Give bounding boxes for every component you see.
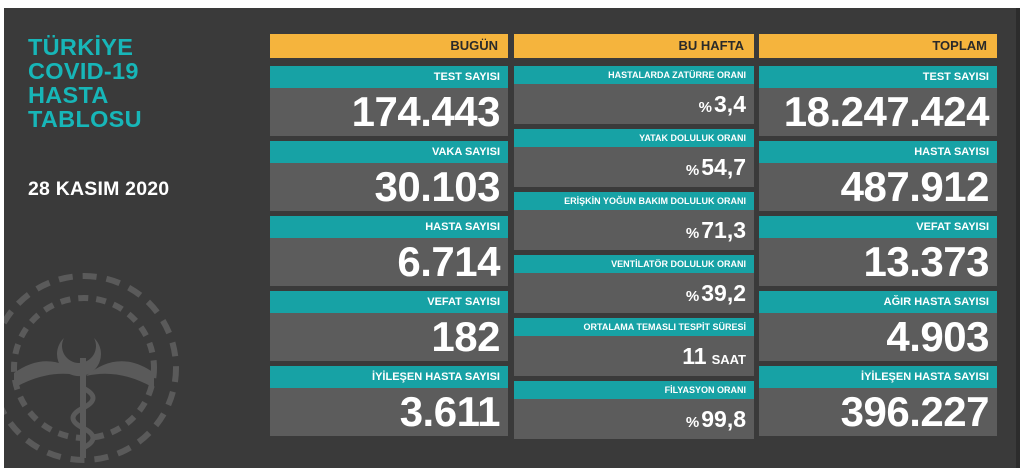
title-line-1: TÜRKİYE — [28, 34, 134, 60]
total-death-card: VEFAT SAYISI 13.373 — [759, 216, 997, 286]
card-label: ERİŞKİN YOĞUN BAKIM DOLULUK ORANI — [514, 192, 754, 210]
week-heading: BU HAFTA — [514, 34, 754, 58]
card-value: 396.227 — [759, 388, 997, 436]
today-case-card: VAKA SAYISI 30.103 — [270, 141, 508, 211]
title-line-3: HASTA — [28, 82, 109, 108]
card-label: FİLYASYON ORANI — [514, 381, 754, 399]
percent-sign: % — [685, 414, 700, 431]
card-label: ORTALAMA TEMASLI TESPİT SÜRESİ — [514, 318, 754, 336]
total-test-card: TEST SAYISI 18.247.424 — [759, 66, 997, 136]
card-label: TEST SAYISI — [270, 66, 508, 88]
week-contact-time-card: ORTALAMA TEMASLI TESPİT SÜRESİ 11 SAAT — [514, 318, 754, 376]
card-label: TEST SAYISI — [759, 66, 997, 88]
card-value: %99,8 — [514, 399, 754, 439]
dashboard-title: TÜRKİYE COVID-19 HASTA TABLOSU — [28, 35, 228, 131]
total-patient-card: HASTA SAYISI 487.912 — [759, 141, 997, 211]
card-label: VEFAT SAYISI — [759, 216, 997, 238]
card-label: HASTALARDA ZATÜRRE ORANI — [514, 66, 754, 84]
title-line-2: COVID-19 — [28, 58, 139, 84]
value-number: 11 — [682, 343, 707, 369]
total-severe-card: AĞIR HASTA SAYISI 4.903 — [759, 291, 997, 361]
card-value: %54,7 — [514, 147, 754, 187]
card-label: AĞIR HASTA SAYISI — [759, 291, 997, 313]
card-label: YATAK DOLULUK ORANI — [514, 129, 754, 147]
card-value: %71,3 — [514, 210, 754, 250]
card-label: İYİLEŞEN HASTA SAYISI — [270, 366, 508, 388]
percent-sign: % — [685, 288, 700, 305]
card-value: 487.912 — [759, 163, 997, 211]
percent-sign: % — [698, 99, 713, 116]
today-patient-card: HASTA SAYISI 6.714 — [270, 216, 508, 286]
card-label: HASTA SAYISI — [759, 141, 997, 163]
week-icu-card: ERİŞKİN YOĞUN BAKIM DOLULUK ORANI %71,3 — [514, 192, 754, 250]
card-label: VEFAT SAYISI — [270, 291, 508, 313]
card-value: 4.903 — [759, 313, 997, 361]
today-death-card: VEFAT SAYISI 182 — [270, 291, 508, 361]
value-number: 39,2 — [701, 280, 746, 306]
value-unit: SAAT — [711, 352, 746, 367]
week-column: BU HAFTA HASTALARDA ZATÜRRE ORANI %3,4 Y… — [514, 34, 754, 439]
value-number: 99,8 — [701, 406, 746, 432]
card-label: HASTA SAYISI — [270, 216, 508, 238]
total-heading: TOPLAM — [759, 34, 997, 58]
value-number: 3,4 — [714, 91, 746, 117]
card-value: %39,2 — [514, 273, 754, 313]
card-value: %3,4 — [514, 84, 754, 124]
card-value: 182 — [270, 313, 508, 361]
card-value: 3.611 — [270, 388, 508, 436]
card-value: 30.103 — [270, 163, 508, 211]
percent-sign: % — [685, 225, 700, 242]
card-value: 11 SAAT — [514, 336, 754, 376]
value-number: 71,3 — [701, 217, 746, 243]
report-date: 28 KASIM 2020 — [28, 178, 170, 200]
covid-table-panel: TÜRKİYE COVID-19 HASTA TABLOSU 28 KASIM … — [4, 8, 1020, 468]
total-recovered-card: İYİLEŞEN HASTA SAYISI 396.227 — [759, 366, 997, 436]
title-line-4: TABLOSU — [28, 106, 142, 132]
card-label: VAKA SAYISI — [270, 141, 508, 163]
today-test-card: TEST SAYISI 174.443 — [270, 66, 508, 136]
card-value: 6.714 — [270, 238, 508, 286]
card-value: 174.443 — [270, 88, 508, 136]
card-value: 13.373 — [759, 238, 997, 286]
today-column: BUGÜN TEST SAYISI 174.443 VAKA SAYISI 30… — [270, 34, 508, 436]
week-filiation-card: FİLYASYON ORANI %99,8 — [514, 381, 754, 439]
card-label: VENTİLATÖR DOLULUK ORANI — [514, 255, 754, 273]
card-label: İYİLEŞEN HASTA SAYISI — [759, 366, 997, 388]
week-pneumonia-card: HASTALARDA ZATÜRRE ORANI %3,4 — [514, 66, 754, 124]
today-recovered-card: İYİLEŞEN HASTA SAYISI 3.611 — [270, 366, 508, 436]
today-heading: BUGÜN — [270, 34, 508, 58]
ministry-of-health-emblem-icon — [4, 273, 179, 463]
total-column: TOPLAM TEST SAYISI 18.247.424 HASTA SAYI… — [759, 34, 997, 436]
week-ventilator-card: VENTİLATÖR DOLULUK ORANI %39,2 — [514, 255, 754, 313]
value-number: 54,7 — [701, 154, 746, 180]
card-value: 18.247.424 — [759, 88, 997, 136]
percent-sign: % — [685, 162, 700, 179]
week-bed-card: YATAK DOLULUK ORANI %54,7 — [514, 129, 754, 187]
